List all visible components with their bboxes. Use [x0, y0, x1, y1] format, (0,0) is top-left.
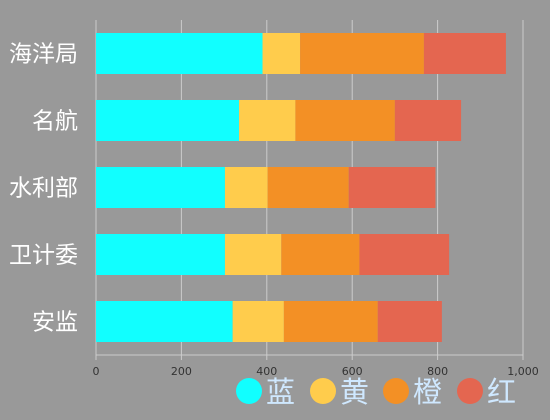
legend-item[interactable]: 橙 — [383, 375, 442, 409]
bar-segment — [96, 167, 225, 208]
legend-label: 黄 — [340, 375, 369, 409]
bar-segment — [96, 100, 240, 141]
legend-swatch — [310, 378, 336, 404]
category-label: 安监 — [32, 310, 78, 336]
bar-segment — [348, 167, 436, 208]
bars — [96, 33, 506, 342]
x-tick-label: 0 — [93, 365, 100, 378]
x-axis: 0 200 400 600 800 1,000 — [93, 354, 539, 378]
x-tick-label: 400 — [256, 365, 277, 378]
x-tick-label: 800 — [427, 365, 448, 378]
category-label: 名航 — [32, 109, 78, 135]
x-tick-label: 600 — [342, 365, 363, 378]
x-tick-label: 1,000 — [507, 365, 539, 378]
bar-segment — [423, 33, 506, 74]
bar-segment — [281, 234, 360, 275]
bar-segment — [96, 234, 225, 275]
x-tick-label: 200 — [171, 365, 192, 378]
bar-segment — [295, 100, 395, 141]
legend-item[interactable]: 黄 — [310, 375, 369, 409]
category-label: 卫计委 — [9, 243, 78, 269]
legend-item[interactable]: 红 — [457, 375, 516, 409]
bar-segment — [267, 167, 349, 208]
bar-segment — [239, 100, 296, 141]
bar-segment — [359, 234, 450, 275]
legend-swatch — [457, 378, 483, 404]
category-label: 海洋局 — [9, 42, 78, 68]
legend-label: 橙 — [413, 375, 442, 409]
legend-label: 蓝 — [266, 375, 295, 409]
bar-segment — [224, 167, 268, 208]
legend-item[interactable]: 蓝 — [236, 375, 295, 409]
bar-segment — [96, 301, 233, 342]
bar-segment — [262, 33, 301, 74]
legend[interactable]: 蓝黄橙红 — [236, 375, 516, 409]
bar-segment — [300, 33, 424, 74]
bar-segment — [96, 33, 263, 74]
bar-segment — [377, 301, 442, 342]
bar-segment — [224, 234, 282, 275]
legend-swatch — [236, 378, 262, 404]
bar-segment — [283, 301, 378, 342]
category-label: 水利部 — [9, 176, 78, 202]
bar-segment — [394, 100, 462, 141]
legend-swatch — [383, 378, 409, 404]
bar-segment — [232, 301, 284, 342]
legend-label: 红 — [487, 375, 516, 409]
